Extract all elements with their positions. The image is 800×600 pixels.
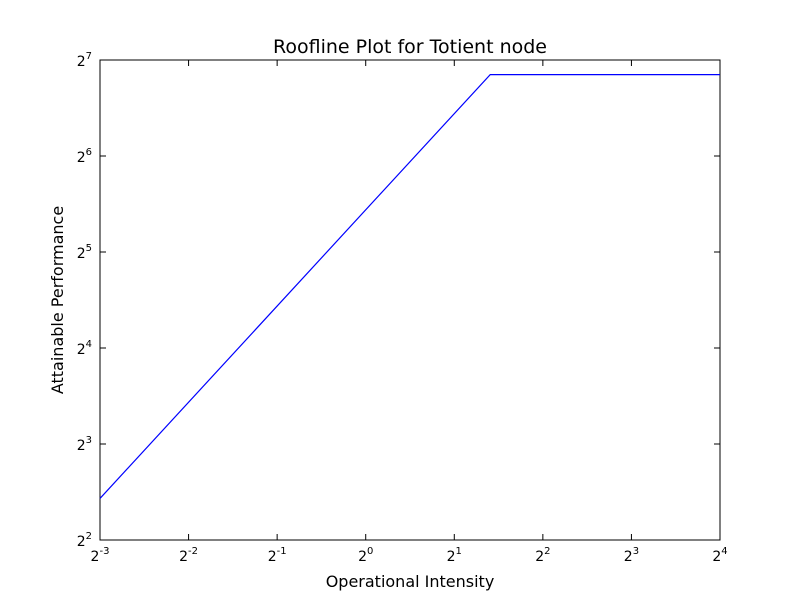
chart-title: Roofline Plot for Totient node bbox=[273, 36, 547, 58]
y-tick-label-base: 2 bbox=[77, 150, 86, 166]
x-tick-label: 24 bbox=[712, 546, 727, 565]
x-tick-label: 21 bbox=[447, 546, 462, 565]
x-tick-label-base: 2 bbox=[91, 549, 100, 565]
x-tick-label-exponent: -1 bbox=[277, 546, 287, 557]
x-tick-label-base: 2 bbox=[179, 549, 188, 565]
x-tick-label-exponent: -2 bbox=[188, 546, 198, 557]
x-tick-label-exponent: 0 bbox=[367, 546, 373, 557]
x-axis-label: Operational Intensity bbox=[326, 572, 495, 591]
y-tick-label: 24 bbox=[77, 339, 92, 358]
series-layer bbox=[99, 73, 720, 499]
y-tick-label-exponent: 3 bbox=[86, 435, 92, 446]
y-tick-label-base: 2 bbox=[77, 438, 86, 454]
y-tick-label: 27 bbox=[77, 51, 92, 70]
y-tick-label-exponent: 7 bbox=[86, 51, 92, 62]
x-tick-label-base: 2 bbox=[624, 549, 633, 565]
x-tick-label-base: 2 bbox=[358, 549, 367, 565]
y-tick-label: 25 bbox=[77, 243, 92, 262]
x-tick-label: 2-1 bbox=[268, 546, 287, 565]
x-tick-label-exponent: 1 bbox=[456, 546, 462, 557]
x-tick-label-base: 2 bbox=[268, 549, 277, 565]
x-tick-label-exponent: 3 bbox=[633, 546, 639, 557]
plot-frame bbox=[99, 59, 721, 541]
x-tick-label-base: 2 bbox=[447, 549, 456, 565]
x-tick-label-exponent: 2 bbox=[544, 546, 550, 557]
y-tick-label-exponent: 4 bbox=[86, 339, 92, 350]
x-tick-label-base: 2 bbox=[535, 549, 544, 565]
x-tick-label-exponent: -3 bbox=[99, 546, 109, 557]
y-tick-label-base: 2 bbox=[77, 54, 86, 70]
x-axis: 2-3 2-2 2-1 20 21 22 23 24 bbox=[91, 60, 728, 565]
x-tick-label: 20 bbox=[358, 546, 373, 565]
y-tick-label: 22 bbox=[77, 531, 92, 550]
y-tick-label: 26 bbox=[77, 147, 92, 166]
y-tick-label-base: 2 bbox=[77, 342, 86, 358]
x-tick-label-exponent: 4 bbox=[721, 546, 727, 557]
x-tick-label: 23 bbox=[624, 546, 639, 565]
x-tick-label: 2-3 bbox=[91, 546, 110, 565]
y-axis-label: Attainable Performance bbox=[48, 206, 67, 394]
x-tick-label-base: 2 bbox=[712, 549, 721, 565]
roofline-series-line bbox=[99, 73, 720, 499]
y-tick-label-exponent: 2 bbox=[86, 531, 92, 542]
y-tick-label: 23 bbox=[77, 435, 92, 454]
x-tick-label: 2-2 bbox=[179, 546, 198, 565]
y-tick-label-exponent: 5 bbox=[86, 243, 92, 254]
y-tick-label-base: 2 bbox=[77, 246, 86, 262]
y-tick-label-exponent: 6 bbox=[86, 147, 92, 158]
x-tick-label: 22 bbox=[535, 546, 550, 565]
y-tick-label-base: 2 bbox=[77, 534, 86, 550]
